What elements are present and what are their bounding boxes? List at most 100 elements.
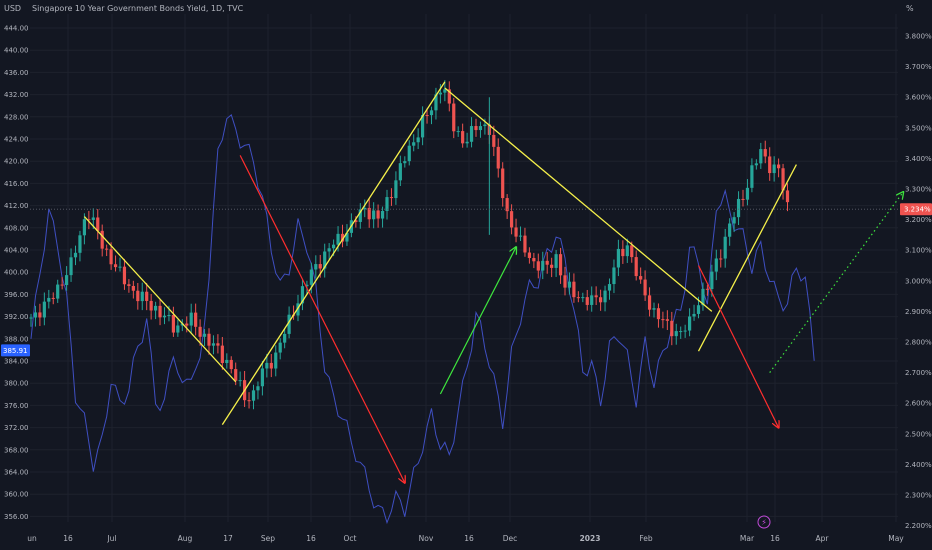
candle-body	[443, 89, 447, 93]
chart-title: Singapore 10 Year Government Bonds Yield…	[32, 4, 244, 13]
candle	[456, 126, 460, 137]
candle-body	[225, 359, 229, 364]
candle	[60, 277, 64, 290]
candle	[283, 328, 287, 349]
right-price-axis[interactable]: 3.800% 3.700% 3.600% 3.500% 3.400% 3.300% 3.20…	[905, 33, 932, 531]
candle	[750, 158, 754, 193]
candle-body	[434, 94, 438, 111]
trendline	[221, 81, 446, 425]
candle	[434, 87, 438, 120]
candle	[572, 273, 576, 303]
right-tick-label: 2.500%	[905, 430, 932, 438]
candle-body	[113, 264, 118, 268]
candle	[492, 125, 496, 157]
candle	[652, 302, 656, 318]
candle	[229, 356, 233, 374]
green-arrow	[439, 247, 516, 395]
right-tick-label: 3.300%	[905, 186, 932, 194]
candle	[216, 334, 220, 354]
red-arrow	[239, 155, 405, 482]
candle-body	[643, 279, 647, 296]
candle	[189, 303, 193, 334]
right-tick-label: 3.000%	[905, 277, 932, 285]
left-tick-label: 404.00	[4, 247, 29, 255]
candle	[554, 250, 558, 277]
candle	[510, 204, 514, 235]
candle	[594, 286, 598, 305]
candle-body	[710, 271, 714, 290]
candle-body	[567, 281, 572, 288]
candle-body	[82, 219, 86, 236]
trendline	[444, 87, 713, 312]
candle-body	[278, 342, 282, 353]
candle-body	[60, 284, 64, 286]
time-axis[interactable]: un 16 Jul Aug 17 Sep 16 Oct Nov 16 Dec 2023 Feb Mar 16…	[27, 534, 904, 543]
candle-body	[385, 197, 389, 211]
candle	[670, 311, 674, 346]
candle-body	[616, 248, 620, 268]
candle-body	[541, 260, 545, 271]
candle	[781, 163, 785, 200]
candle	[590, 286, 594, 312]
candle-body	[407, 145, 411, 162]
candle	[265, 353, 269, 378]
right-tick-label: 2.200%	[905, 522, 932, 530]
candle	[202, 328, 207, 346]
candle	[73, 245, 78, 266]
candle-body	[576, 297, 580, 299]
candle	[679, 326, 683, 339]
trend-drawings[interactable]	[83, 81, 903, 483]
candle-body	[336, 233, 340, 245]
candle	[42, 292, 46, 326]
candle-body	[554, 254, 558, 268]
time-tick-label: 16	[464, 534, 474, 543]
candle-body	[465, 141, 469, 144]
candle-body	[287, 314, 291, 334]
candle-body	[536, 261, 540, 271]
candle-body	[781, 168, 785, 191]
lightning-glyph: ⚡	[761, 518, 767, 527]
candle	[768, 147, 772, 181]
candle	[732, 212, 736, 233]
right-tick-label: 2.900%	[905, 308, 932, 316]
candle	[532, 252, 536, 269]
candle	[376, 204, 380, 228]
left-price-axis[interactable]: 444.00 440.00 436.00 432.00 428.00 424.00 420.…	[4, 25, 29, 521]
time-tick-label: un	[27, 534, 37, 543]
overlay-line	[30, 114, 815, 525]
candle	[661, 311, 665, 329]
candle-body	[229, 359, 233, 370]
left-tick-label: 444.00	[4, 25, 29, 33]
candle-body	[612, 267, 616, 285]
candle-body	[452, 103, 456, 132]
candle-body	[327, 248, 331, 252]
candle	[345, 224, 349, 246]
candle	[87, 210, 91, 230]
candle	[113, 255, 118, 272]
candle-body	[607, 284, 612, 291]
events-row[interactable]: ⚡	[757, 515, 771, 529]
candle-body	[683, 330, 687, 332]
candle	[465, 132, 469, 148]
candle-body	[309, 269, 313, 285]
candle	[372, 202, 376, 229]
candle-body	[87, 219, 91, 221]
candle-body	[38, 312, 42, 318]
candle-body	[372, 210, 376, 220]
candle-body	[523, 235, 527, 253]
candle	[225, 353, 229, 369]
candle	[145, 282, 149, 311]
candle-body	[745, 187, 750, 200]
candle-body	[496, 146, 500, 169]
candle	[545, 252, 549, 274]
candle	[563, 266, 567, 296]
candle-body	[736, 198, 741, 218]
candle-body	[256, 386, 260, 391]
candle	[469, 117, 474, 148]
candle	[194, 303, 198, 336]
candle	[701, 282, 705, 311]
candle-body	[194, 312, 198, 327]
candle-body	[456, 131, 460, 133]
